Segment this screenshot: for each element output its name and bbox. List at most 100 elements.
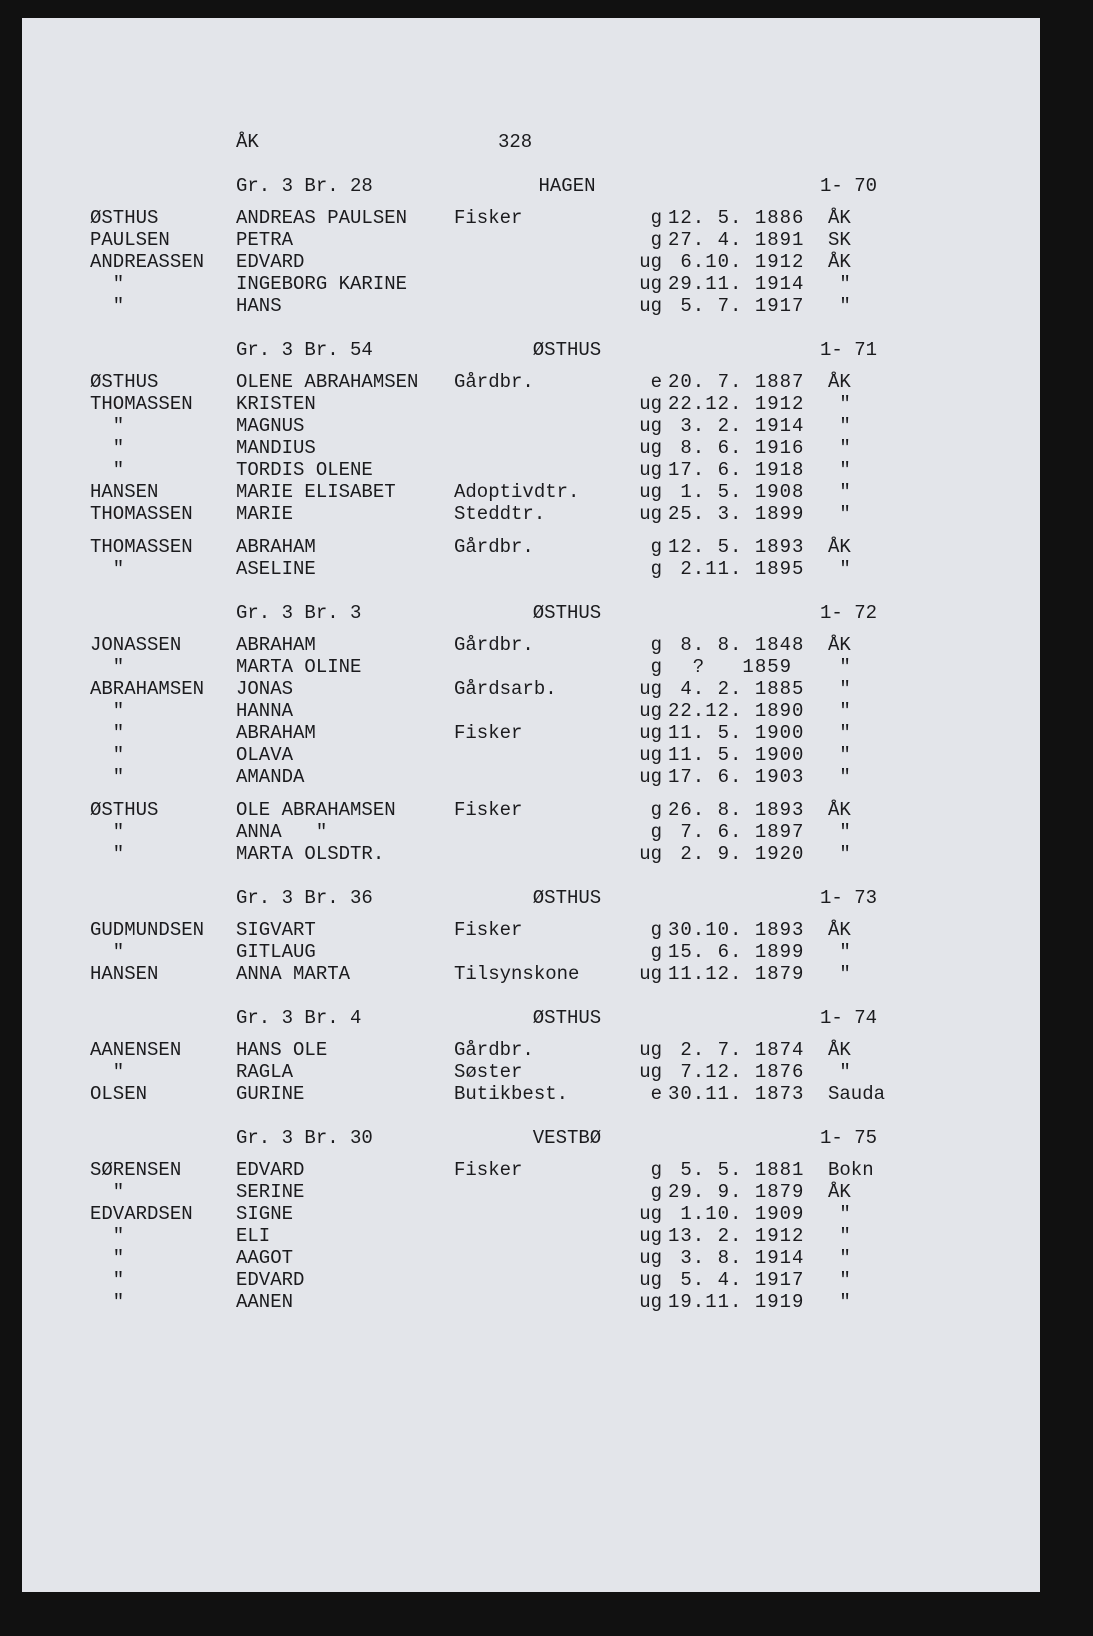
marital-status: ug <box>639 1061 662 1083</box>
birth-date: 7.12. 1876 <box>668 1061 805 1083</box>
surname: " <box>90 700 125 722</box>
household-header: Gr. 3 Br. 36 ØSTHUS 1- 73 <box>22 887 1040 909</box>
birth-date: 5. 4. 1917 <box>668 1269 805 1291</box>
birthplace: " <box>828 843 851 865</box>
marital-status: g <box>650 207 662 229</box>
birthplace: " <box>828 941 851 963</box>
household-number: 1- 72 <box>820 602 878 624</box>
person-row: SØRENSEN EDVARD Fisker g 5. 5. 1881 Bokn <box>22 1159 1040 1181</box>
given-name: SIGNE <box>236 1203 294 1225</box>
birthplace: " <box>828 415 851 437</box>
person-row: " HANS ug 5. 7. 1917 " <box>22 295 1040 317</box>
occupation: Fisker <box>454 207 523 229</box>
occupation: Butikbest. <box>454 1083 569 1105</box>
marital-status: ug <box>639 700 662 722</box>
marital-status: ug <box>639 273 662 295</box>
birthplace: Sauda <box>828 1083 886 1105</box>
surname: HANSEN <box>90 481 159 503</box>
marital-status: ug <box>639 1039 662 1061</box>
birth-date: 22.12. 1890 <box>668 700 805 722</box>
birth-date: 13. 2. 1912 <box>668 1225 805 1247</box>
occupation: Steddtr. <box>454 503 546 525</box>
marital-status: ug <box>639 459 662 481</box>
birth-date: 25. 3. 1899 <box>668 503 805 525</box>
given-name: MAGNUS <box>236 415 305 437</box>
marital-status: g <box>650 1159 662 1181</box>
property-number: Gr. 3 Br. 3 <box>236 602 362 624</box>
surname: SØRENSEN <box>90 1159 182 1181</box>
person-row: " MAGNUS ug 3. 2. 1914 " <box>22 415 1040 437</box>
birthplace: ÅK <box>828 207 851 229</box>
person-row: ØSTHUS ANDREAS PAULSEN Fisker g 12. 5. 1886 Å… <box>22 207 1040 229</box>
birth-date: 17. 6. 1918 <box>668 459 805 481</box>
marital-status: ug <box>639 1247 662 1269</box>
birthplace: " <box>828 744 851 766</box>
given-name: HANS <box>236 295 282 317</box>
given-name: EDVARD <box>236 251 305 273</box>
marital-status: g <box>650 1181 662 1203</box>
person-row: GUDMUNDSEN SIGVART Fisker g 30.10. 1893 ÅK <box>22 919 1040 941</box>
occupation: Fisker <box>454 722 523 744</box>
occupation: Gårdbr. <box>454 1039 534 1061</box>
surname: ANDREASSEN <box>90 251 205 273</box>
given-name: ASELINE <box>236 558 316 580</box>
person-row: THOMASSEN MARIE Steddtr. ug 25. 3. 1899 " <box>22 503 1040 525</box>
birthplace: " <box>828 766 851 788</box>
marital-status: ug <box>639 393 662 415</box>
marital-status: ug <box>639 251 662 273</box>
given-name: ABRAHAM <box>236 536 316 558</box>
page-number: 328 <box>498 131 533 153</box>
surname: " <box>90 295 125 317</box>
occupation: Fisker <box>454 919 523 941</box>
given-name: AANEN <box>236 1291 294 1313</box>
farm-name: ØSTHUS <box>532 887 602 909</box>
birth-date: 26. 8. 1893 <box>668 799 805 821</box>
birthplace: " <box>828 273 851 295</box>
surname: " <box>90 744 125 766</box>
birthplace: " <box>828 678 851 700</box>
given-name: OLENE ABRAHAMSEN <box>236 371 419 393</box>
birth-date: 5. 5. 1881 <box>668 1159 805 1181</box>
household-number: 1- 75 <box>820 1127 878 1149</box>
birthplace: ÅK <box>828 1181 851 1203</box>
marital-status: ug <box>639 481 662 503</box>
person-row: " INGEBORG KARINE ug 29.11. 1914 " <box>22 273 1040 295</box>
birthplace: ÅK <box>828 799 851 821</box>
occupation: Fisker <box>454 799 523 821</box>
surname: " <box>90 722 125 744</box>
given-name: TORDIS OLENE <box>236 459 373 481</box>
person-row: ABRAHAMSEN JONAS Gårdsarb. ug 4. 2. 1885 " <box>22 678 1040 700</box>
given-name: ABRAHAM <box>236 634 316 656</box>
birthplace: " <box>828 558 851 580</box>
given-name: RAGLA <box>236 1061 294 1083</box>
birthplace: " <box>828 656 851 678</box>
surname: " <box>90 1247 125 1269</box>
birthplace: " <box>828 963 851 985</box>
given-name: EDVARD <box>236 1269 305 1291</box>
surname: ØSTHUS <box>90 371 159 393</box>
person-row: HANSEN ANNA MARTA Tilsynskone ug 11.12. 1879… <box>22 963 1040 985</box>
marital-status: e <box>650 371 662 393</box>
marital-status: g <box>650 229 662 251</box>
marital-status: g <box>650 536 662 558</box>
person-row: " AANEN ug 19.11. 1919 " <box>22 1291 1040 1313</box>
surname: HANSEN <box>90 963 159 985</box>
birth-date: 29. 9. 1879 <box>668 1181 805 1203</box>
person-row: " ABRAHAM Fisker ug 11. 5. 1900 " <box>22 722 1040 744</box>
person-row: HANSEN MARIE ELISABET Adoptivdtr. ug 1. 5. … <box>22 481 1040 503</box>
birth-date: 6.10. 1912 <box>668 251 805 273</box>
person-row: " TORDIS OLENE ug 17. 6. 1918 " <box>22 459 1040 481</box>
surname: " <box>90 273 125 295</box>
marital-status: g <box>650 821 662 843</box>
birth-date: 17. 6. 1903 <box>668 766 805 788</box>
birthplace: Bokn <box>828 1159 874 1181</box>
birth-date: 1. 5. 1908 <box>668 481 805 503</box>
occupation: Gårdbr. <box>454 371 534 393</box>
occupation: Tilsynskone <box>454 963 580 985</box>
birth-date: 7. 6. 1897 <box>668 821 805 843</box>
birth-date: 11. 5. 1900 <box>668 744 805 766</box>
person-row: " EDVARD ug 5. 4. 1917 " <box>22 1269 1040 1291</box>
surname: " <box>90 1269 125 1291</box>
marital-status: ug <box>639 678 662 700</box>
person-row: " OLAVA ug 11. 5. 1900 " <box>22 744 1040 766</box>
